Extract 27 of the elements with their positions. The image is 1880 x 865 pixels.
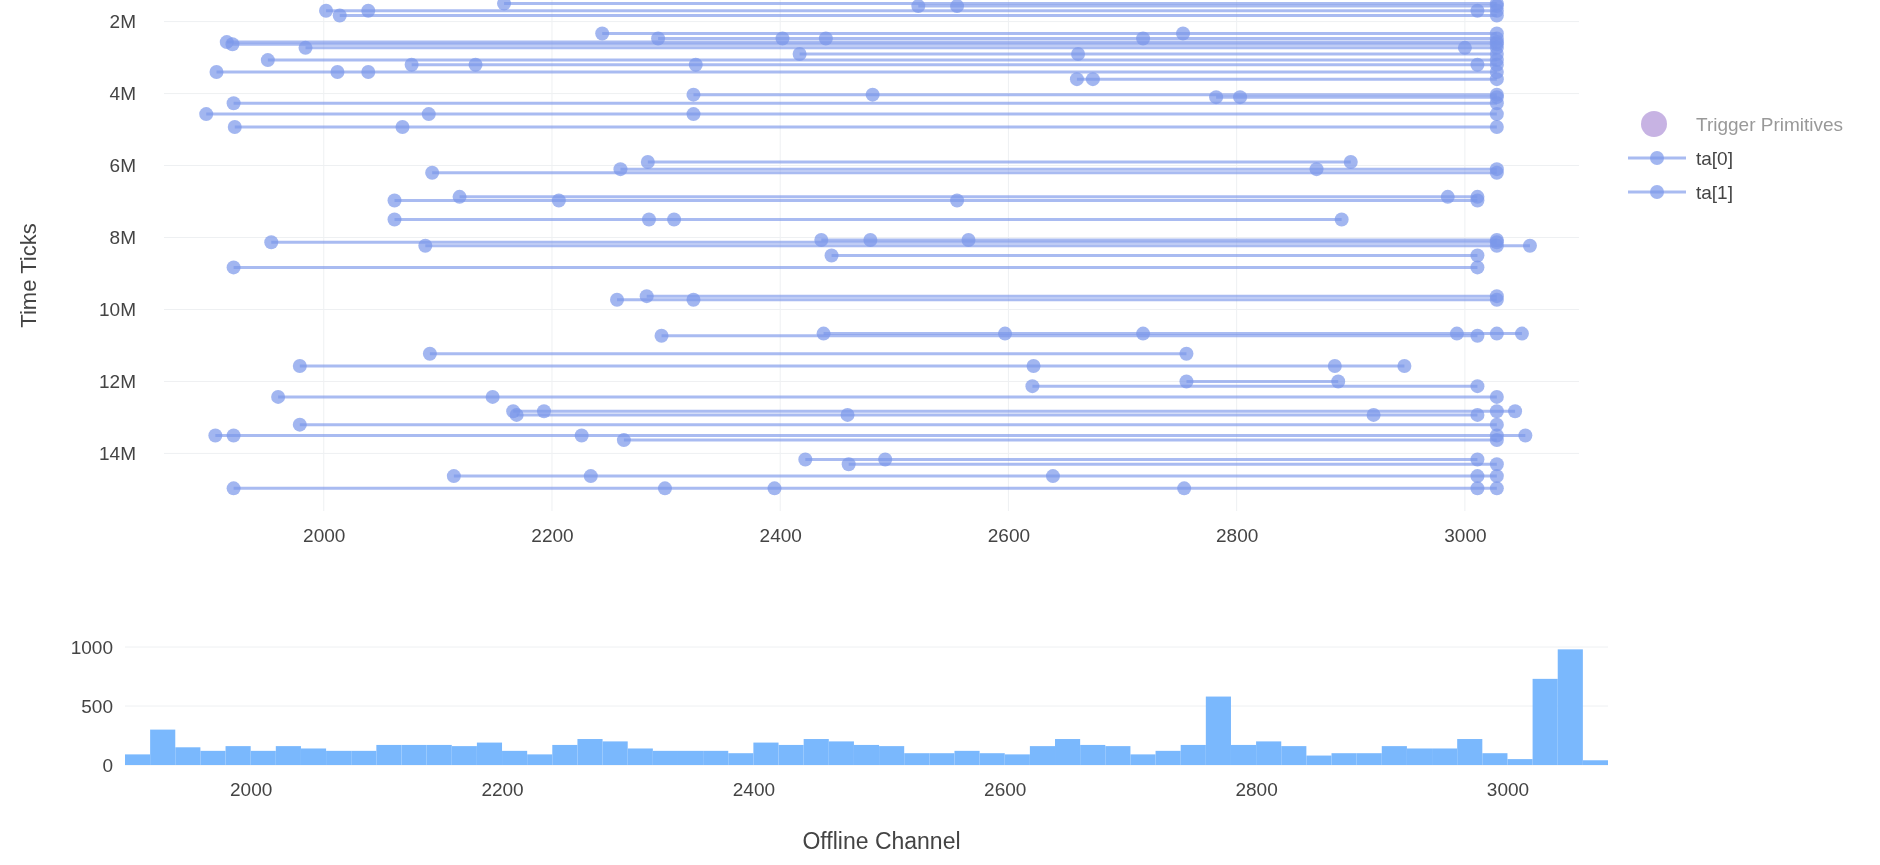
y-tick-label: 1000 bbox=[70, 636, 113, 658]
x-tick-label: 2200 bbox=[531, 525, 574, 547]
y-tick-label: 8M bbox=[109, 227, 136, 249]
x-axis-title: Offline Channel bbox=[802, 828, 961, 854]
legend-label: Trigger Primitives bbox=[1696, 114, 1844, 135]
y-tick-label: 2M bbox=[109, 11, 136, 33]
x-tick-label: 2000 bbox=[303, 525, 346, 547]
x-tick-label: 2400 bbox=[732, 779, 776, 801]
y-tick-label: 500 bbox=[81, 695, 113, 717]
y-tick-label: 12M bbox=[99, 371, 136, 393]
x-tick-label: 2600 bbox=[984, 779, 1027, 801]
y-tick-label: 14M bbox=[99, 443, 136, 464]
x-tick-label: 2200 bbox=[481, 779, 524, 801]
y-tick-label: 6M bbox=[109, 155, 136, 177]
legend-label: ta[0] bbox=[1696, 148, 1733, 169]
y-tick-label: 10M bbox=[99, 299, 136, 321]
x-tick-label: 2800 bbox=[1216, 525, 1259, 547]
x-tick-label: 3000 bbox=[1444, 525, 1487, 547]
y-axis-title: Time Ticks bbox=[16, 223, 41, 328]
legend-label: ta[1] bbox=[1696, 182, 1733, 203]
y-tick-label: 0 bbox=[102, 754, 113, 776]
x-tick-label: 2000 bbox=[230, 779, 273, 801]
x-tick-label: 2800 bbox=[1235, 779, 1278, 801]
x-tick-label: 2600 bbox=[987, 525, 1031, 547]
x-tick-label: 3000 bbox=[1486, 779, 1530, 801]
x-tick-label: 2400 bbox=[759, 525, 802, 547]
y-tick-label: 4M bbox=[109, 83, 136, 105]
